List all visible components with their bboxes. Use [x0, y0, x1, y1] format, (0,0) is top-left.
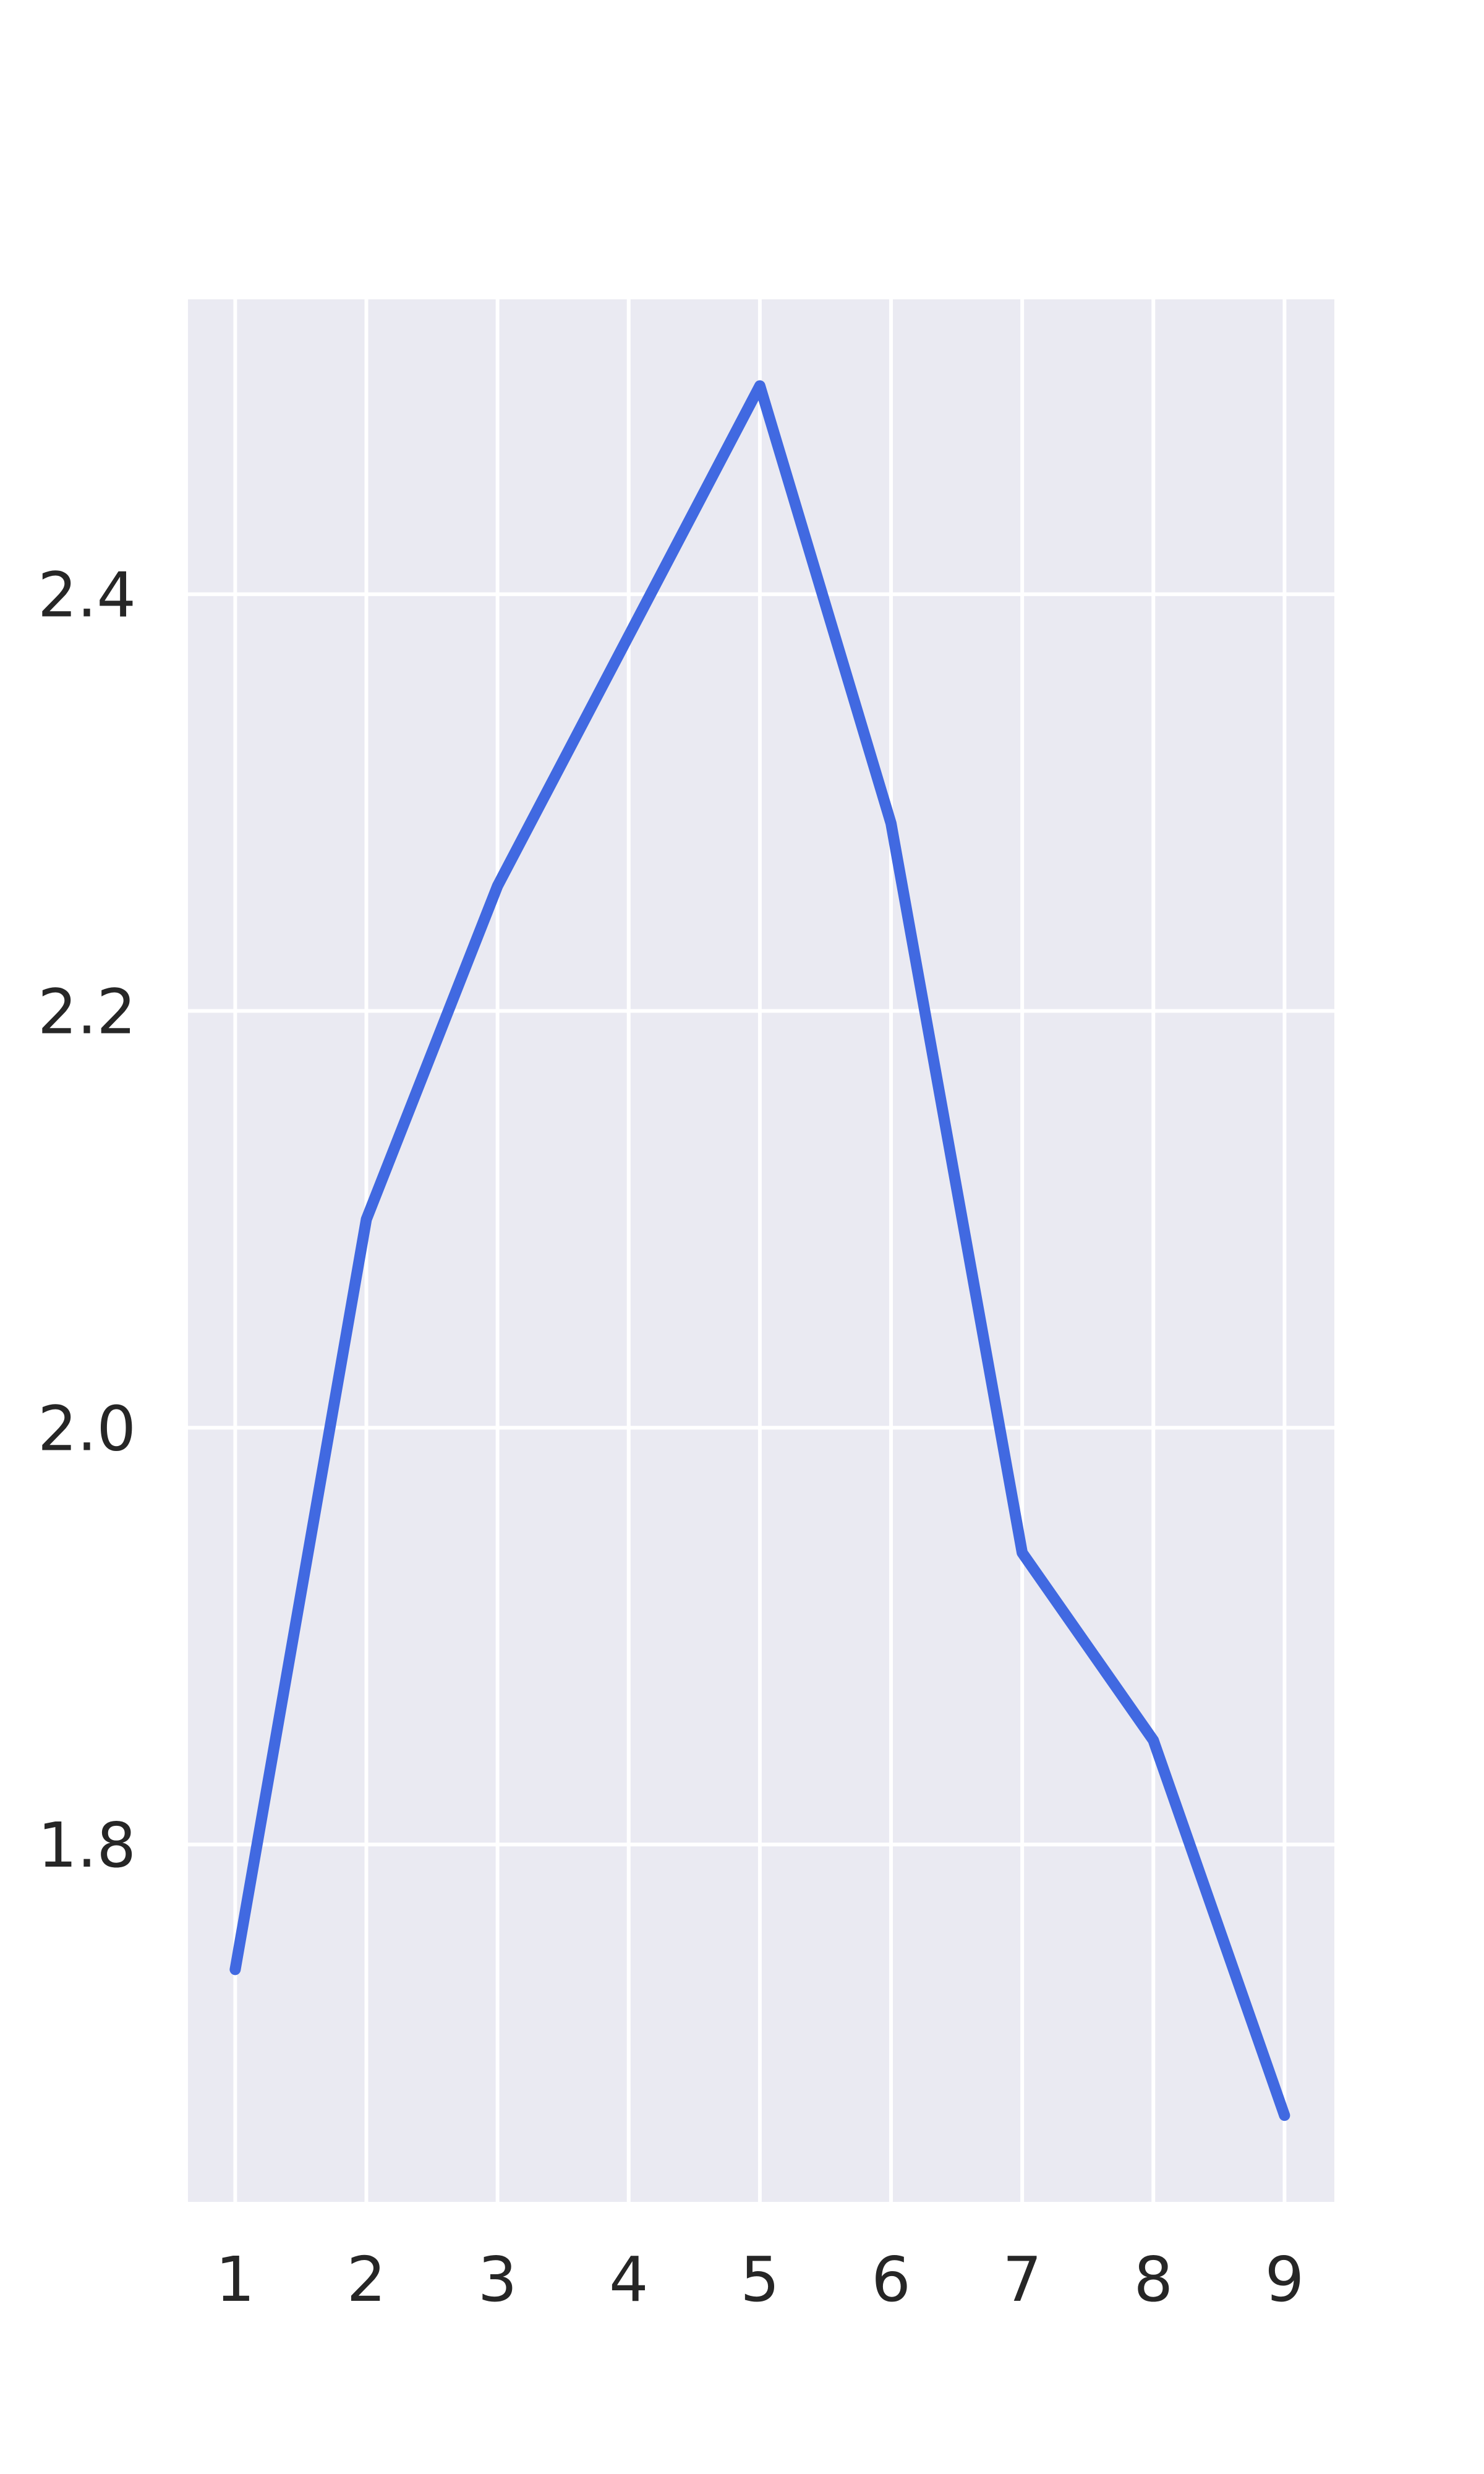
- x-tick-label: 7: [1002, 2243, 1042, 2316]
- x-tick-label: 2: [347, 2243, 386, 2316]
- x-tick-label: 5: [740, 2243, 780, 2316]
- x-tick-label: 4: [609, 2243, 649, 2316]
- x-tick-label: 3: [478, 2243, 518, 2316]
- y-tick-label: 2.0: [38, 1392, 136, 1465]
- x-tick-label: 6: [871, 2243, 911, 2316]
- x-tick-label: 1: [216, 2243, 255, 2316]
- x-tick-label: 9: [1265, 2243, 1305, 2316]
- y-tick-labels: 1.8 2.0 2.2 2.4: [38, 559, 136, 1881]
- x-tick-label: 8: [1133, 2243, 1173, 2316]
- y-tick-label: 1.8: [38, 1809, 136, 1881]
- x-tick-labels: 1 2 3 4 5 6 7 8 9: [216, 2243, 1305, 2316]
- y-tick-label: 2.2: [38, 976, 136, 1048]
- y-tick-label: 2.4: [38, 559, 136, 631]
